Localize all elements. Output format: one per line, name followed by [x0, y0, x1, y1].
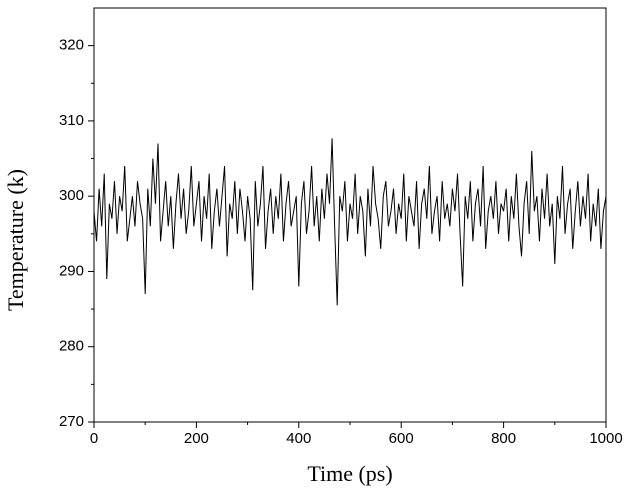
y-axis-title: Temperature (k) — [3, 169, 28, 311]
y-tick-label: 270 — [59, 413, 84, 430]
x-tick-label: 800 — [491, 430, 516, 447]
x-tick-label: 200 — [184, 430, 209, 447]
x-axis-title: Time (ps) — [307, 461, 392, 486]
x-tick-label: 600 — [389, 430, 414, 447]
data-line — [93, 138, 607, 306]
x-tick-label: 1000 — [589, 430, 622, 447]
x-tick-label: 400 — [286, 430, 311, 447]
y-tick-label: 310 — [59, 112, 84, 129]
y-tick-label: 290 — [59, 262, 84, 279]
y-tick-label: 280 — [59, 338, 84, 355]
plot-frame — [93, 7, 607, 423]
x-tick-label: 0 — [90, 430, 98, 447]
y-tick-label: 300 — [59, 187, 84, 204]
y-tick-label: 320 — [59, 37, 84, 54]
